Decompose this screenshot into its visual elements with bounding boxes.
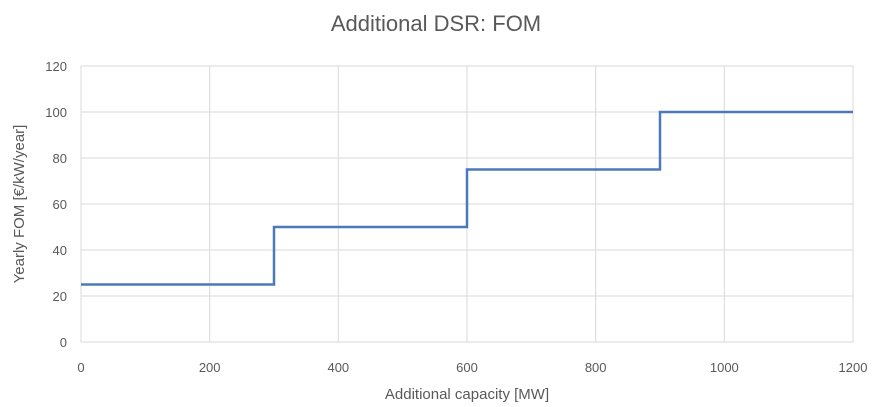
- chart-title: Additional DSR: FOM: [331, 11, 541, 36]
- y-tick-label: 0: [60, 335, 67, 350]
- y-tick-labels: 0 20 40 60 80 100 120: [45, 59, 67, 350]
- y-tick-label: 120: [45, 59, 67, 74]
- x-tick-label: 1200: [839, 360, 868, 375]
- y-tick-label: 80: [53, 151, 67, 166]
- y-tick-label: 100: [45, 105, 67, 120]
- x-tick-label: 1000: [710, 360, 739, 375]
- series-line: [81, 110, 853, 286]
- x-tick-label: 0: [77, 360, 84, 375]
- x-tick-label: 400: [327, 360, 349, 375]
- y-axis-label: Yearly FOM [€/kW/year]: [11, 125, 28, 284]
- y-tick-label: 40: [53, 243, 67, 258]
- x-axis-label: Additional capacity [MW]: [385, 386, 549, 403]
- y-tick-label: 20: [53, 289, 67, 304]
- x-tick-label: 600: [456, 360, 478, 375]
- x-tick-label: 200: [199, 360, 221, 375]
- x-tick-label: 800: [585, 360, 607, 375]
- x-tick-labels: 0 200 400 600 800 1000 1200: [77, 360, 867, 375]
- y-tick-label: 60: [53, 197, 67, 212]
